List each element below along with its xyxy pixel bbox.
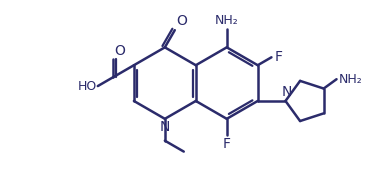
Text: N: N bbox=[160, 120, 170, 134]
Text: HO: HO bbox=[78, 80, 97, 93]
Text: F: F bbox=[274, 50, 283, 64]
Text: N: N bbox=[281, 85, 292, 99]
Text: F: F bbox=[223, 137, 231, 151]
Text: NH₂: NH₂ bbox=[339, 73, 362, 86]
Text: O: O bbox=[114, 44, 125, 58]
Text: O: O bbox=[176, 14, 187, 28]
Text: NH₂: NH₂ bbox=[215, 15, 239, 28]
